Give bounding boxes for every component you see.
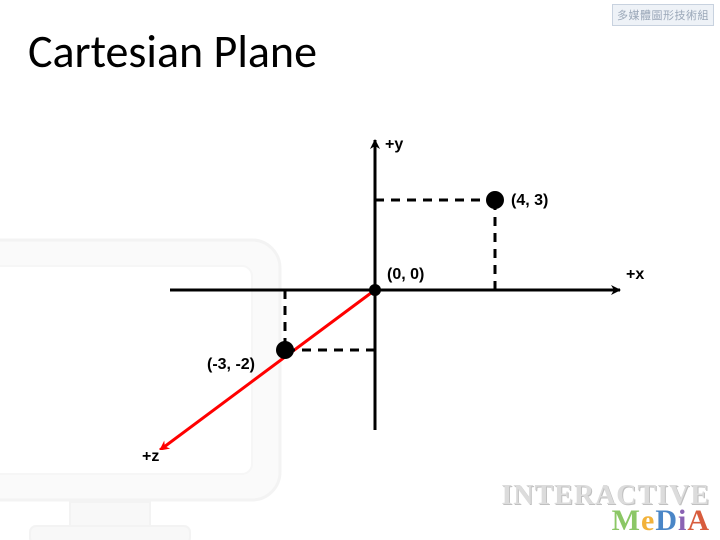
point-origin [369,284,381,296]
point-label-origin: (0, 0) [387,266,424,284]
point-label-p2: (-3, -2) [207,356,255,374]
page-title: Cartesian Plane [28,24,317,80]
y-axis-label: +y [385,136,403,154]
cartesian-plane-diagram: (0, 0)(4, 3)(-3, -2)+y+x+z [120,130,640,450]
x-axis-label: +x [626,266,644,284]
z-axis [160,290,375,450]
z-axis-label: +z [142,448,159,466]
point-label-p1: (4, 3) [511,192,548,210]
footer-logo: INTERACTIVE MeDiA [501,482,710,536]
point-p1 [486,191,504,209]
watermark-tag: 多媒體圖形技術組 [612,4,714,26]
point-p2 [276,341,294,359]
